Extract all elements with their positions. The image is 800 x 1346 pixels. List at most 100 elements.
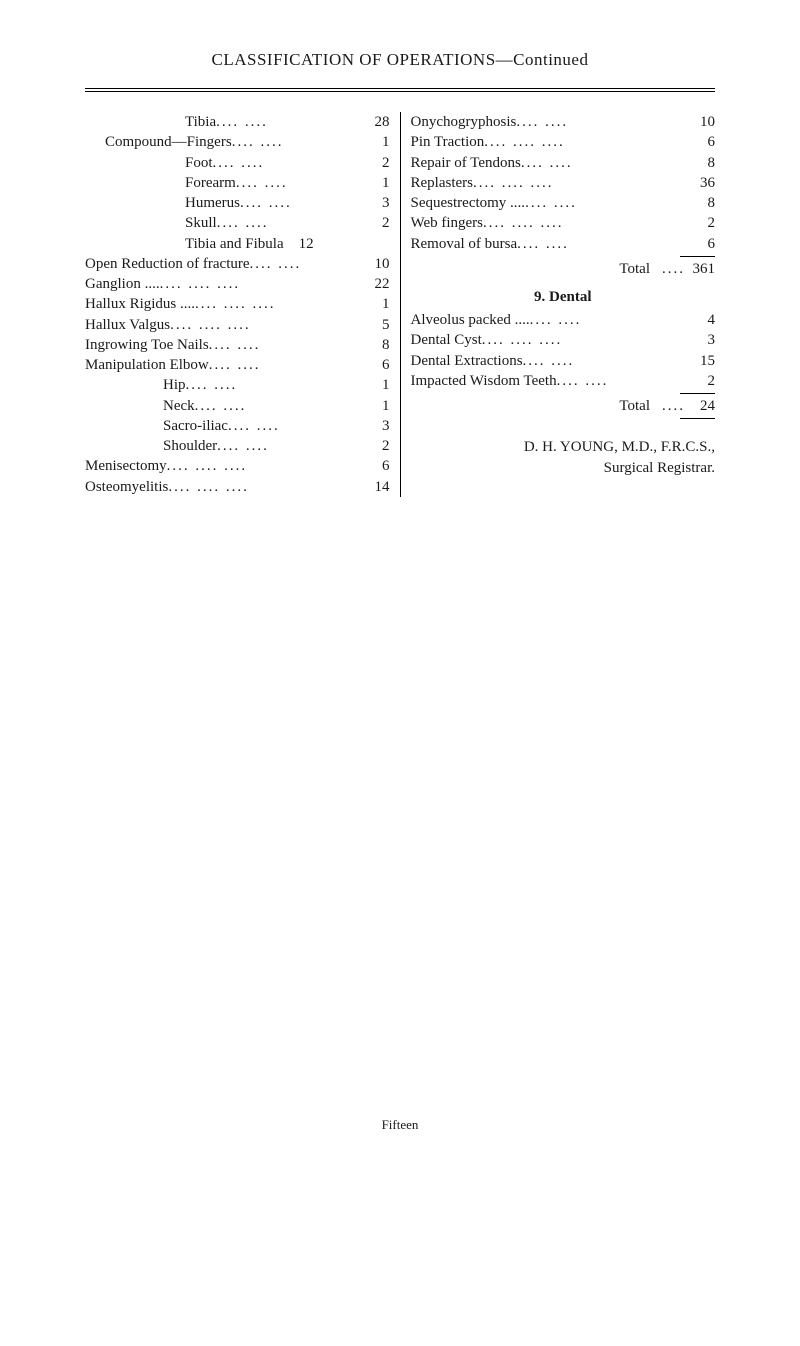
leader-dots [521, 153, 685, 173]
leader-dots [216, 112, 359, 132]
table-row: Open Reduction of fracture 10 [85, 254, 390, 274]
row-value: 8 [685, 193, 715, 213]
table-row: Onychogryphosis 10 [411, 112, 716, 132]
leader-dots [217, 213, 360, 233]
row-value: 22 [360, 274, 390, 294]
leader-dots [167, 456, 360, 476]
table-row: Tibia 28 [85, 112, 390, 132]
leader-dots [209, 355, 360, 375]
row-label: Forearm [185, 173, 236, 193]
row-label: Tibia and Fibula [185, 234, 284, 254]
page-title: CLASSIFICATION OF OPERATIONS—Continued [85, 50, 715, 70]
row-label: Sacro-iliac [163, 416, 228, 436]
table-row: Ingrowing Toe Nails8 [85, 335, 390, 355]
row-value: 2 [685, 213, 715, 233]
table-row: Replasters36 [411, 173, 716, 193]
table-row: Impacted Wisdom Teeth 2 [411, 371, 716, 391]
total-label: Total [619, 259, 662, 279]
double-rule [85, 88, 715, 92]
row-label: Web fingers [411, 213, 484, 233]
row-label: Impacted Wisdom Teeth [411, 371, 557, 391]
row-value: 6 [685, 132, 715, 152]
table-row: Manipulation Elbow6 [85, 355, 390, 375]
leader-dots [523, 351, 685, 371]
leader-dots [517, 234, 685, 254]
table-row: Neck 1 [85, 396, 390, 416]
leader-dots [195, 396, 360, 416]
row-value: 15 [685, 351, 715, 371]
row-value: 1 [360, 132, 390, 152]
row-value: 1 [360, 294, 390, 314]
table-row: Foot 2 [85, 153, 390, 173]
left-column: Tibia 28 Compound—Fingers1 Foot 2 Forearm 1… [85, 112, 401, 497]
row-label: Skull [185, 213, 217, 233]
row-value: 6 [685, 234, 715, 254]
row-value: 2 [685, 371, 715, 391]
row-value: 1 [360, 396, 390, 416]
row-value: 1 [360, 173, 390, 193]
leader-dots [250, 254, 360, 274]
table-row: Compound—Fingers1 [85, 132, 390, 152]
table-row: Shoulder2 [85, 436, 390, 456]
row-label: Pin Traction [411, 132, 485, 152]
table-row: Hip 1 [85, 375, 390, 395]
table-row: Web fingers 2 [411, 213, 716, 233]
leader-dots [209, 335, 360, 355]
row-value: 10 [685, 112, 715, 132]
total-row: Total.... 24 [411, 396, 716, 416]
row-label: Ganglion .... [85, 274, 160, 294]
table-row: Repair of Tendons8 [411, 153, 716, 173]
row-label: Foot [185, 153, 213, 173]
row-label: Menisectomy [85, 456, 167, 476]
row-label: Humerus [185, 193, 240, 213]
leader-dots [473, 173, 685, 193]
row-label: Open Reduction of fracture [85, 254, 250, 274]
table-row: Skull2 [85, 213, 390, 233]
leader-dots [170, 315, 359, 335]
leader-dots [482, 330, 685, 350]
row-value: 36 [685, 173, 715, 193]
leader-dots [484, 132, 685, 152]
total-rule [680, 256, 715, 257]
row-value: 10 [360, 254, 390, 274]
table-row: Hallux Valgus5 [85, 315, 390, 335]
table-row: Dental Extractions15 [411, 351, 716, 371]
section-heading: 9. Dental [411, 289, 716, 306]
row-value: 3 [685, 330, 715, 350]
row-value: 1 [360, 375, 390, 395]
table-row: Sequestrectomy ....8 [411, 193, 716, 213]
row-value: 2 [360, 153, 390, 173]
row-value: 28 [360, 112, 390, 132]
leader-dots [160, 274, 360, 294]
table-row: Ganglion .... 22 [85, 274, 390, 294]
total-row: Total.... 361 [411, 259, 716, 279]
row-value: 4 [685, 310, 715, 330]
row-value: 14 [360, 477, 390, 497]
total-rule [680, 418, 715, 419]
row-label: Osteomyelitis [85, 477, 168, 497]
row-label: Repair of Tendons [411, 153, 521, 173]
total-value: 361 [685, 259, 715, 279]
table-row: Humerus3 [85, 193, 390, 213]
page-footer: Fifteen [85, 1117, 715, 1133]
leader-dots [195, 294, 359, 314]
row-label: Removal of bursa [411, 234, 518, 254]
row-label: Tibia [185, 112, 216, 132]
total-rule [680, 393, 715, 394]
row-label: Dental Cyst [411, 330, 482, 350]
total-value: 24 [685, 396, 715, 416]
signature-name: D. H. YOUNG, M.D., F.R.C.S., [411, 437, 716, 458]
leader-dots [228, 416, 360, 436]
row-value: 3 [360, 416, 390, 436]
leader-dots [240, 193, 360, 213]
row-label: Hip [163, 375, 186, 395]
row-label: Onychogryphosis [411, 112, 517, 132]
leader-dots [516, 112, 685, 132]
row-label: Neck [163, 396, 195, 416]
row-label: Manipulation Elbow [85, 355, 209, 375]
row-value: 2 [360, 436, 390, 456]
row-label: Ingrowing Toe Nails [85, 335, 209, 355]
row-label: Alveolus packed .... [411, 310, 530, 330]
leader-dots [217, 436, 359, 456]
row-label: Hallux Rigidus .... [85, 294, 195, 314]
